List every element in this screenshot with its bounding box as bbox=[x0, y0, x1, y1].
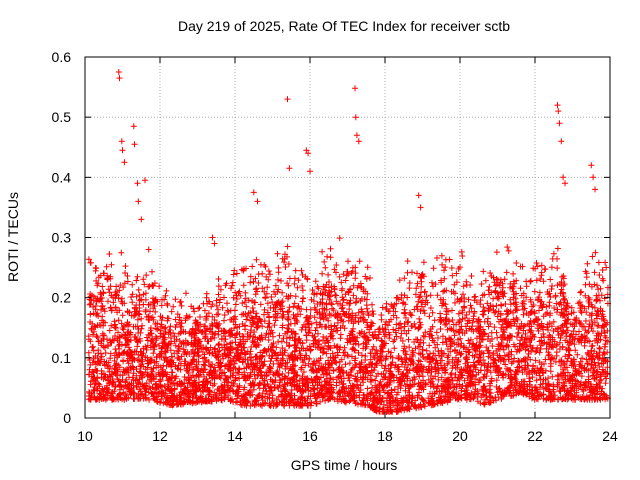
x-tick-label: 12 bbox=[152, 428, 168, 444]
x-tick-label: 20 bbox=[452, 428, 468, 444]
x-tick-label: 24 bbox=[602, 428, 618, 444]
x-tick-label: 22 bbox=[527, 428, 543, 444]
x-tick-label: 18 bbox=[377, 428, 393, 444]
x-tick-label: 16 bbox=[302, 428, 318, 444]
data-points bbox=[85, 69, 611, 415]
axis-ticks bbox=[84, 56, 611, 419]
x-axis-label: GPS time / hours bbox=[291, 457, 398, 473]
y-tick-label: 0.3 bbox=[52, 230, 72, 246]
y-tick-labels: 0 0.1 0.2 0.3 0.4 0.5 0.6 bbox=[52, 49, 72, 426]
chart-title: Day 219 of 2025, Rate Of TEC Index for r… bbox=[178, 18, 510, 34]
y-tick-label: 0.5 bbox=[52, 109, 72, 125]
x-tick-label: 14 bbox=[227, 428, 243, 444]
x-tick-labels: 10 12 14 16 18 20 22 24 bbox=[77, 428, 618, 444]
y-tick-label: 0.2 bbox=[52, 290, 72, 306]
y-tick-label: 0.1 bbox=[52, 350, 72, 366]
y-axis-label: ROTI / TECUs bbox=[5, 192, 21, 282]
x-tick-label: 10 bbox=[77, 428, 93, 444]
y-tick-label: 0 bbox=[63, 410, 71, 426]
roti-data-markers bbox=[85, 69, 611, 415]
y-tick-label: 0.6 bbox=[52, 49, 72, 65]
y-tick-label: 0.4 bbox=[52, 169, 72, 185]
